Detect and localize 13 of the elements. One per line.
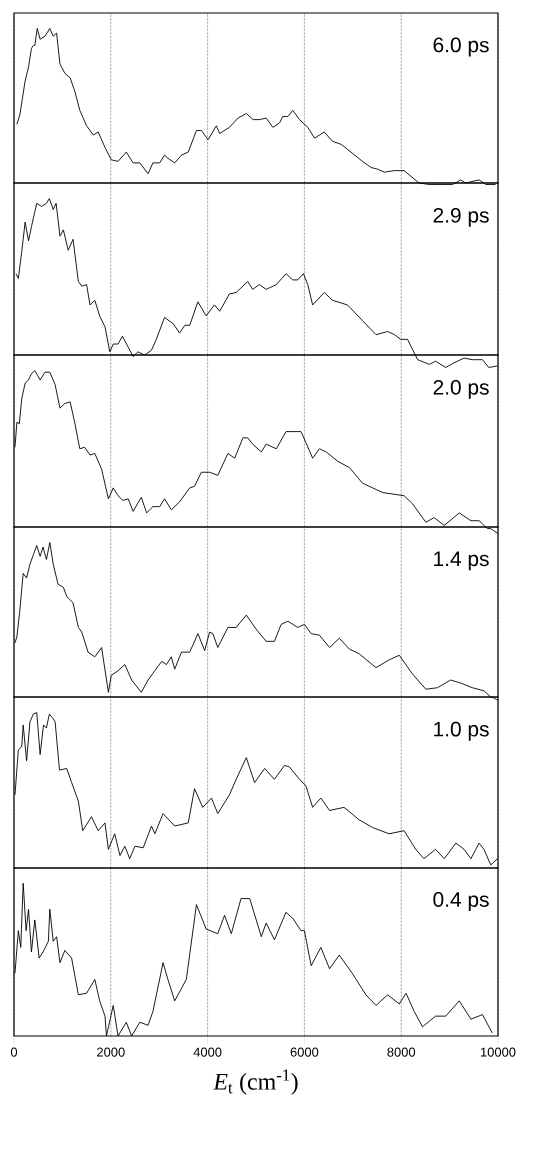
annotation: 2.0 ps [433,379,489,399]
x-tick-label: 0 [10,1047,18,1057]
x-tick-label: 10000 [480,1047,516,1057]
annotation: 2.9 ps [433,207,489,227]
annotation: 6.0 ps [433,37,489,57]
x-tick-label: 4000 [193,1047,222,1057]
annotation: 1.0 ps [434,721,489,741]
x-tick-label: 6000 [290,1047,319,1057]
annotation: 0.4 ps [433,892,489,912]
x-tick-label: 2000 [97,1047,125,1057]
x-axis-title: E$_{t}$ (cm$^{-1}$) [213,1069,298,1095]
annotation: 1.4 ps [434,551,489,571]
x-tick-label: 8000 [387,1047,416,1057]
